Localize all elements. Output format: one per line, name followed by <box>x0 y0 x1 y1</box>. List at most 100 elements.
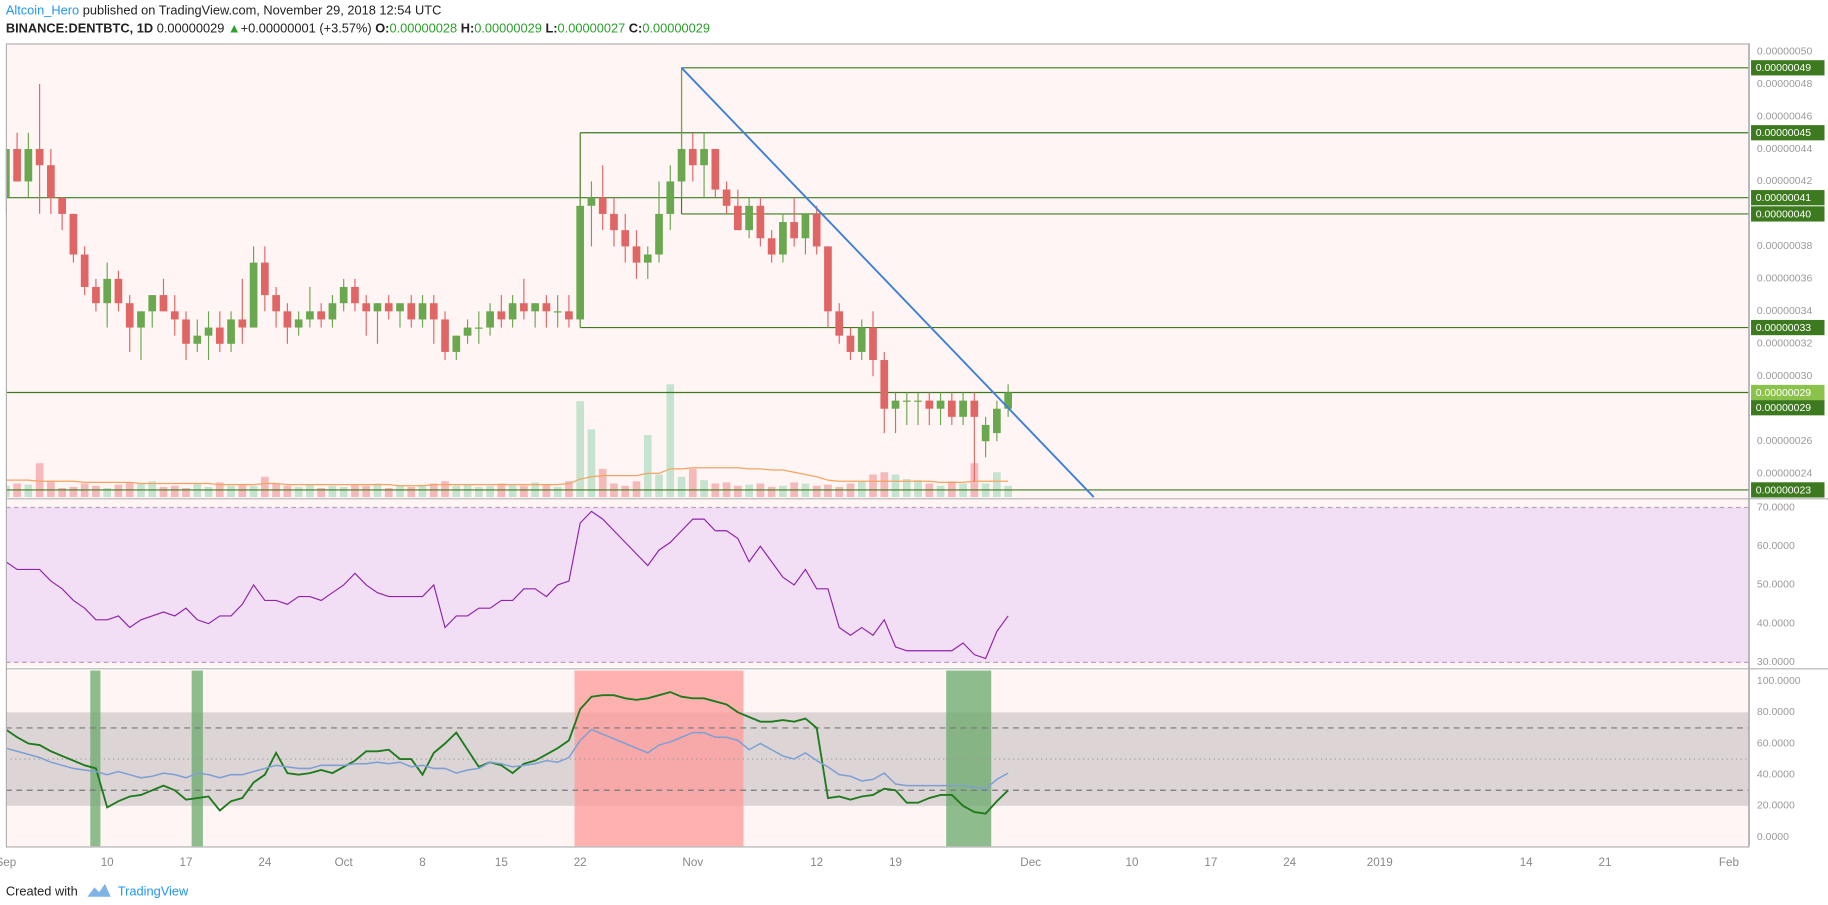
volume-bar <box>779 485 787 498</box>
volume-bar <box>47 481 55 498</box>
candle-body <box>463 327 472 336</box>
candle-body <box>429 303 438 320</box>
x-tick-label: Feb <box>1719 856 1740 869</box>
candle-body <box>80 254 89 287</box>
candle-body <box>418 303 427 320</box>
y-tick-label: 0.00000030 <box>1757 370 1813 382</box>
candle-body <box>925 400 934 409</box>
y-tick-label: 0.00000034 <box>1757 305 1813 317</box>
volume-bar <box>407 486 416 498</box>
candle-body <box>643 254 652 263</box>
y-tick-label: 0.00000046 <box>1757 110 1813 122</box>
stoch-tick-label: 40.0000 <box>1757 768 1795 780</box>
x-tick-label: Oct <box>335 856 354 869</box>
volume-bar <box>520 485 528 498</box>
volume-bar <box>1004 485 1012 498</box>
candle-body <box>283 311 292 328</box>
candle-body <box>103 278 112 304</box>
x-tick-label: 8 <box>419 856 425 869</box>
stoch-layer <box>5 670 1749 847</box>
volume-bar <box>677 476 686 498</box>
candle-body <box>5 148 10 198</box>
candle-body <box>362 303 371 312</box>
candle-body <box>148 295 157 312</box>
candle-body <box>970 400 979 417</box>
footer-brand[interactable]: TradingView <box>118 883 189 898</box>
volume-bar <box>148 481 157 498</box>
candle-body <box>801 213 810 239</box>
o-label: O: <box>375 21 389 36</box>
candle-body <box>767 238 776 255</box>
candle-body <box>137 311 145 328</box>
volume-bar <box>688 468 697 498</box>
level-label-text: 0.00000049 <box>1756 62 1812 74</box>
candle-body <box>891 400 900 409</box>
candle-body <box>869 327 877 361</box>
volume-bar <box>69 486 78 498</box>
candle-body <box>553 311 562 313</box>
volume-bar <box>339 486 348 498</box>
candle-body <box>846 335 855 352</box>
candle-body <box>610 213 618 231</box>
candle-body <box>294 319 303 328</box>
candle-body <box>396 303 404 312</box>
rsi-tick-label: 50.0000 <box>1757 579 1795 591</box>
ohlc-line: BINANCE:DENTBTC, 1D 0.00000029 ▲+0.00000… <box>6 21 710 36</box>
rsi-tick-label: 60.0000 <box>1757 540 1795 552</box>
rsi-band <box>5 507 1749 663</box>
candle-body <box>722 189 731 206</box>
candle-body <box>812 213 821 247</box>
volume-bar <box>655 474 663 498</box>
stoch-tick-label: 0.0000 <box>1757 831 1789 843</box>
volume-bar <box>103 488 112 498</box>
candle-body <box>914 400 922 402</box>
candle-body <box>1004 392 1012 409</box>
level-label-text: 0.00000045 <box>1756 127 1812 139</box>
level-label-box <box>1751 400 1825 416</box>
last-price-text: 0.00000029 <box>1756 387 1812 399</box>
x-tick-label: 12 <box>810 856 823 869</box>
candle-body <box>170 311 179 320</box>
volume-bar <box>880 472 889 498</box>
candle-body <box>306 311 314 320</box>
stoch-zone <box>191 670 203 847</box>
candle-body <box>902 400 911 402</box>
level-label-box <box>1751 190 1825 206</box>
publish-line: Altcoin_Hero published on TradingView.co… <box>6 3 442 18</box>
candle-body <box>261 262 269 296</box>
volume-bar <box>463 484 472 498</box>
volume-bar <box>261 476 269 498</box>
stoch-tick-label: 80.0000 <box>1757 706 1795 718</box>
level-label-text: 0.00000033 <box>1756 322 1812 334</box>
volume-bar <box>869 474 877 498</box>
l-value: 0.00000027 <box>558 21 626 36</box>
y-tick-label: 0.00000036 <box>1757 273 1813 285</box>
candle-body <box>47 165 55 198</box>
volume-bar <box>508 484 517 498</box>
candle-body <box>58 197 66 214</box>
x-tick-label: 10 <box>1126 856 1139 869</box>
volume-bar <box>24 484 33 498</box>
change: +0.00000001 (+3.57%) <box>241 21 372 36</box>
stoch-line <box>5 728 1009 790</box>
level-label-box <box>1751 319 1825 336</box>
candle-body <box>531 303 539 312</box>
volume-bar <box>734 485 742 498</box>
volume-bar <box>362 485 371 498</box>
volume-bar <box>824 484 832 498</box>
volume-bar <box>5 485 10 498</box>
author[interactable]: Altcoin_Hero <box>6 3 79 18</box>
candle-body <box>632 246 641 263</box>
trendline <box>680 67 1095 498</box>
candle-body <box>182 319 190 344</box>
level-label-box <box>1751 206 1825 222</box>
candle-body <box>936 400 945 409</box>
x-tick-label: 10 <box>101 856 114 869</box>
volume-bar <box>396 485 404 498</box>
level-label-text: 0.00000041 <box>1756 192 1812 204</box>
volume-bar <box>58 488 66 498</box>
candle-body <box>508 303 517 320</box>
volume-bar <box>666 384 675 498</box>
volume-bar <box>486 485 494 498</box>
change-arrow: ▲ <box>228 21 241 36</box>
